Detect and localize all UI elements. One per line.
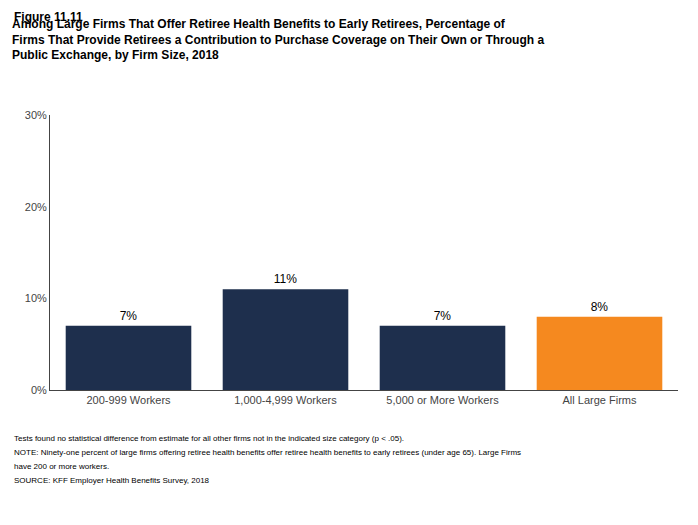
- svg-text:Figure 11.11: Figure 11.11: [14, 10, 83, 24]
- svg-text:11%: 11%: [274, 272, 297, 286]
- svg-text:NOTE: Ninety-one percent of la: NOTE: Ninety-one percent of large firms …: [14, 448, 521, 457]
- svg-text:Among Large Firms That Offer R: Among Large Firms That Offer Retiree Hea…: [12, 17, 544, 62]
- svg-text:20%: 20%: [25, 201, 47, 213]
- svg-text:0%: 0%: [31, 384, 47, 396]
- svg-text:have 200 or more workers.: have 200 or more workers.: [14, 462, 109, 471]
- svg-text:8%: 8%: [591, 300, 609, 314]
- svg-text:1,000-4,999 Workers: 1,000-4,999 Workers: [234, 394, 337, 406]
- svg-text:7%: 7%: [434, 309, 452, 323]
- svg-text:10%: 10%: [25, 292, 47, 304]
- svg-text:Tests found no statistical dif: Tests found no statistical difference fr…: [14, 434, 404, 443]
- svg-text:All Large Firms: All Large Firms: [563, 394, 637, 406]
- svg-text:5,000 or More Workers: 5,000 or More Workers: [386, 394, 499, 406]
- svg-text:7%: 7%: [120, 309, 138, 323]
- svg-text:200-999 Workers: 200-999 Workers: [86, 394, 171, 406]
- svg-text:30%: 30%: [25, 109, 47, 121]
- svg-text:SOURCE: KFF Employer Health Be: SOURCE: KFF Employer Health Benefits Sur…: [14, 476, 210, 485]
